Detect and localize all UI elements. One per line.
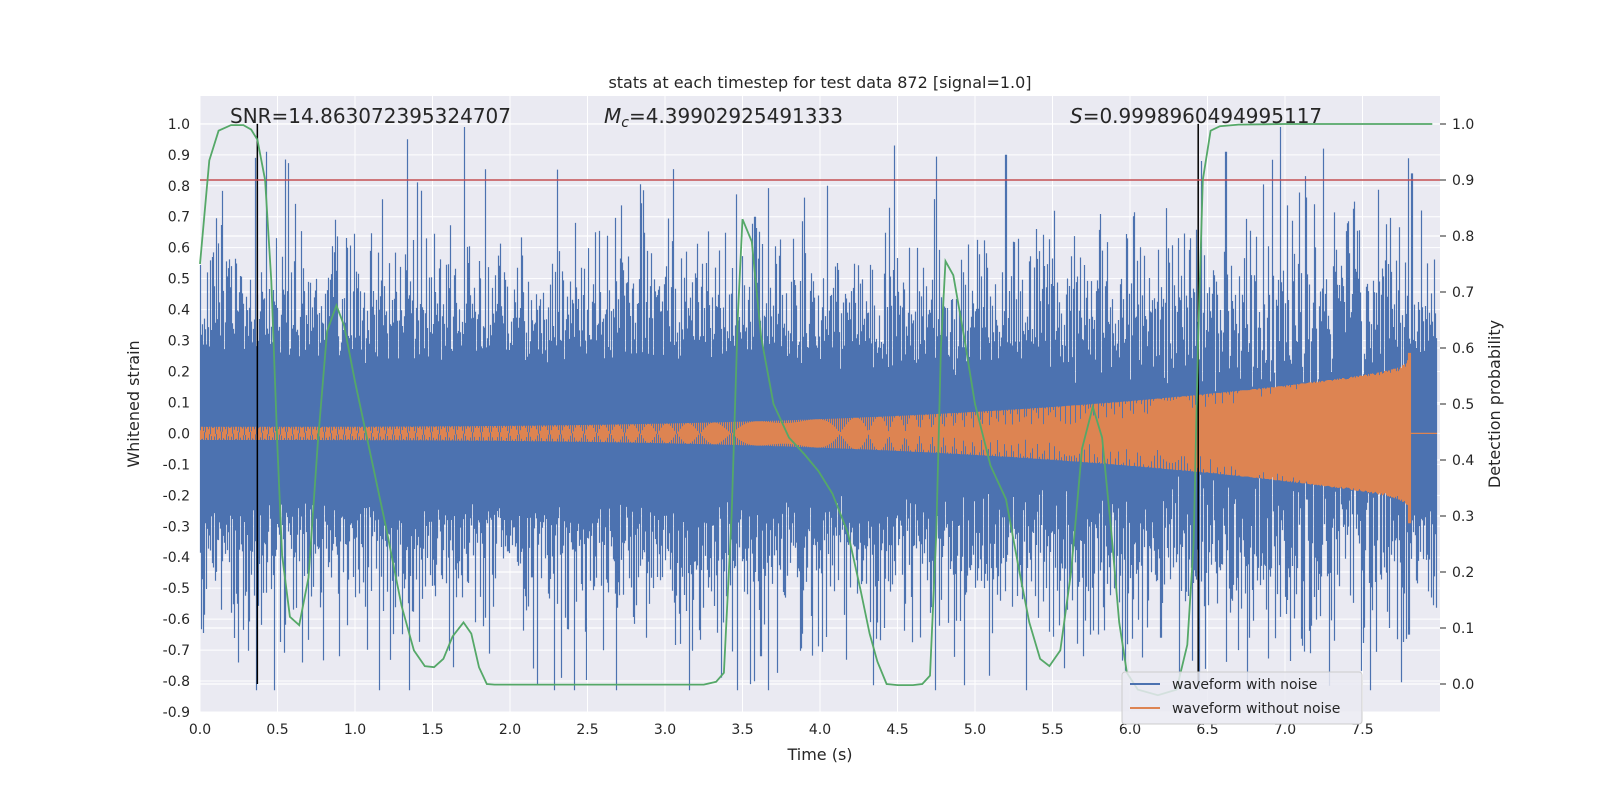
x-tick-label: 0.5 [266,722,288,738]
right-y-tick-label: 0.4 [1452,453,1474,469]
right-y-tick-label: 0.6 [1452,341,1474,357]
legend-label-clean: waveform without noise [1172,701,1340,717]
score-symbol: S [1070,104,1083,128]
x-axis-label: Time (s) [786,745,852,764]
chart-title: stats at each timestep for test data 872… [608,73,1031,92]
chirp-mass-subscript: c [621,115,629,131]
vertical-marker-lines [256,123,1199,684]
legend-label-noisy: waveform with noise [1172,677,1317,693]
x-tick-label: 2.0 [499,722,521,738]
x-tick-label: 5.5 [1041,722,1063,738]
y-tick-label: 1.0 [168,117,190,133]
right-y-tick-label: 0.9 [1452,173,1474,189]
x-tick-label: 4.5 [886,722,908,738]
series-detection-probability [199,123,1433,697]
y-tick-label: 0.7 [168,210,190,226]
x-tick-label: 7.0 [1274,722,1296,738]
right-y-tick-label: 0.3 [1452,509,1474,525]
x-tick-label: 1.5 [421,722,443,738]
x-tick-label: 0.0 [189,722,211,738]
x-tick-labels: 0.0 0.5 1.0 1.5 2.0 2.5 3.0 3.5 4.0 4.5 5.0 5.5 6.0 6… [189,722,1374,738]
y-axis-label: Whitened strain [124,340,143,467]
x-tick-label: 5.0 [964,722,986,738]
legend-box [1121,671,1363,725]
y-tick-label: 0.4 [168,303,190,319]
y-tick-label: -0.7 [163,643,190,659]
right-y-axis-label: Detection probability [1485,320,1504,488]
y-tick-label: 0.0 [168,426,190,442]
x-tick-label: 6.0 [1119,722,1141,738]
right-y-tick-labels: 1.0 0.9 0.8 0.7 0.6 0.5 0.4 0.3 0.2 0.1 0.0 [1440,117,1474,693]
y-tick-label: 0.9 [168,148,190,164]
x-tick-label: 6.5 [1196,722,1218,738]
series-waveform-without-noise [199,352,1438,524]
y-tick-label: -0.3 [163,519,190,535]
right-y-tick-label: 1.0 [1452,117,1474,133]
clean-waveform-trace [199,352,1438,524]
right-y-tick-label: 0.7 [1452,285,1474,301]
x-tick-label: 2.5 [576,722,598,738]
score-annotation: S=0.9998960494995117 [1070,104,1322,128]
x-tick-label: 4.0 [809,722,831,738]
chirp-mass-value: =4.39902925491333 [629,104,843,128]
x-tick-label: 3.5 [731,722,753,738]
y-tick-label: -0.5 [163,581,190,597]
y-tick-label: -0.9 [163,705,190,721]
y-tick-label: 0.1 [168,395,190,411]
y-tick-label: -0.4 [163,550,190,566]
y-tick-label: -0.2 [163,488,190,504]
x-tick-label: 7.5 [1351,722,1373,738]
y-tick-label: 0.6 [168,241,190,257]
y-tick-labels: 1.0 0.9 0.8 0.7 0.6 0.5 0.4 0.3 0.2 0.1 0.0 -0.1 -0.… [163,117,190,721]
legend: waveform with noise waveform without noi… [1121,671,1363,725]
y-tick-label: -0.1 [163,457,190,473]
y-tick-label: 0.8 [168,179,190,195]
snr-annotation: SNR=14.863072395324707 [230,104,511,128]
y-tick-label: 0.5 [168,272,190,288]
y-tick-label: -0.8 [163,674,190,690]
y-tick-label: -0.6 [163,612,190,628]
right-y-tick-label: 0.2 [1452,565,1474,581]
right-y-tick-label: 0.0 [1452,677,1474,693]
x-tick-label: 1.0 [344,722,366,738]
right-y-tick-label: 0.5 [1452,397,1474,413]
x-tick-label: 3.0 [654,722,676,738]
chirp-mass-annotation: Mc=4.39902925491333 [604,104,843,131]
right-y-tick-label: 0.1 [1452,621,1474,637]
score-value: =0.9998960494995117 [1083,104,1322,128]
y-tick-label: 0.2 [168,364,190,380]
right-y-tick-label: 0.8 [1452,229,1474,245]
chirp-mass-symbol: M [604,104,621,128]
y-tick-label: 0.3 [168,334,190,350]
